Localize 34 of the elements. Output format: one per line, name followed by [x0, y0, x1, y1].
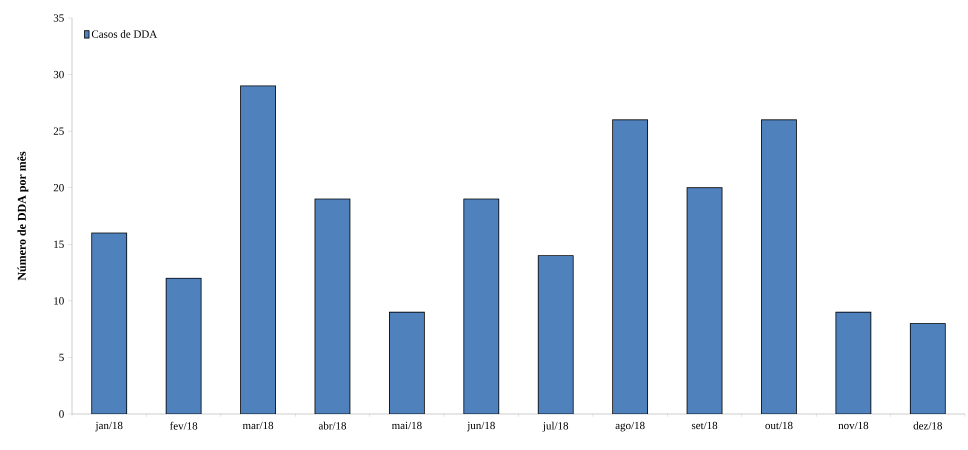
bar: [686, 187, 722, 414]
x-tick-label: out/18: [765, 422, 793, 430]
x-tick-label: dez/18: [914, 422, 942, 430]
x-tick-label: mai/18: [392, 422, 422, 430]
y-tick-label: 20: [54, 184, 64, 192]
bar: [91, 232, 128, 414]
bar: [612, 119, 648, 414]
bar: [835, 312, 872, 414]
x-tick-label: jul/18: [542, 422, 568, 432]
y-tick-label: 5: [59, 354, 64, 362]
x-tick-label: set/18: [692, 422, 718, 430]
y-tick-label: 10: [54, 297, 64, 305]
bar: [240, 85, 276, 414]
y-tick-label: 0: [59, 410, 64, 418]
y-tick-label: 30: [54, 70, 64, 78]
bar: [463, 198, 500, 414]
x-tick-label: abr/18: [318, 422, 346, 430]
x-tick-label: mar/18: [242, 422, 274, 430]
y-tick-label: 15: [54, 240, 64, 248]
y-axis-title: Número de DDA por mês: [17, 152, 28, 280]
x-tick-label: jan/18: [95, 422, 122, 432]
y-tick-label: 25: [54, 127, 64, 135]
bar: [388, 312, 425, 414]
bar: [538, 255, 574, 414]
x-tick-label: fev/18: [170, 422, 198, 430]
legend-label: Casos de DDA: [92, 30, 158, 38]
x-tick-label: nov/18: [838, 422, 868, 430]
bar: [910, 323, 946, 414]
x-tick-label: jun/18: [466, 422, 495, 432]
x-tick-label: ago/18: [616, 422, 645, 432]
bar: [314, 198, 350, 414]
y-tick-label: 35: [54, 14, 64, 22]
bar: [761, 119, 797, 414]
bar: [166, 278, 202, 414]
